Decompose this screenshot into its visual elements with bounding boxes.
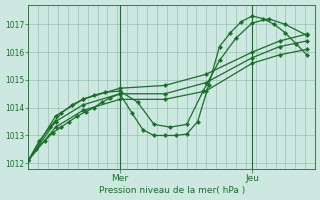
X-axis label: Pression niveau de la mer( hPa ): Pression niveau de la mer( hPa ) (99, 186, 245, 195)
